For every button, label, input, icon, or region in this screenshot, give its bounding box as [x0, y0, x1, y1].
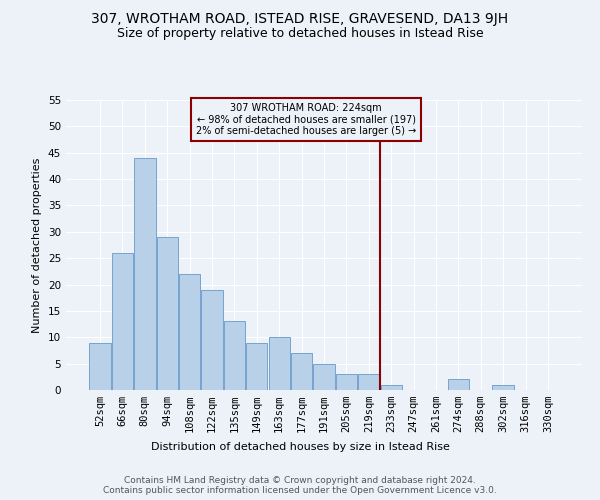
Bar [246, 342, 268, 390]
Bar [89, 342, 111, 390]
Bar [112, 253, 133, 390]
Bar [358, 374, 379, 390]
Y-axis label: Number of detached properties: Number of detached properties [32, 158, 43, 332]
Text: 307, WROTHAM ROAD, ISTEAD RISE, GRAVESEND, DA13 9JH: 307, WROTHAM ROAD, ISTEAD RISE, GRAVESEN… [91, 12, 509, 26]
Bar [380, 384, 402, 390]
Bar [179, 274, 200, 390]
Bar [157, 237, 178, 390]
Text: Distribution of detached houses by size in Istead Rise: Distribution of detached houses by size … [151, 442, 449, 452]
Bar [448, 380, 469, 390]
Bar [336, 374, 357, 390]
Text: Contains HM Land Registry data © Crown copyright and database right 2024.
Contai: Contains HM Land Registry data © Crown c… [103, 476, 497, 496]
Bar [134, 158, 155, 390]
Text: 307 WROTHAM ROAD: 224sqm
← 98% of detached houses are smaller (197)
2% of semi-d: 307 WROTHAM ROAD: 224sqm ← 98% of detach… [196, 102, 416, 136]
Text: Size of property relative to detached houses in Istead Rise: Size of property relative to detached ho… [116, 28, 484, 40]
Bar [313, 364, 335, 390]
Bar [493, 384, 514, 390]
Bar [269, 338, 290, 390]
Bar [291, 353, 312, 390]
Bar [224, 322, 245, 390]
Bar [202, 290, 223, 390]
